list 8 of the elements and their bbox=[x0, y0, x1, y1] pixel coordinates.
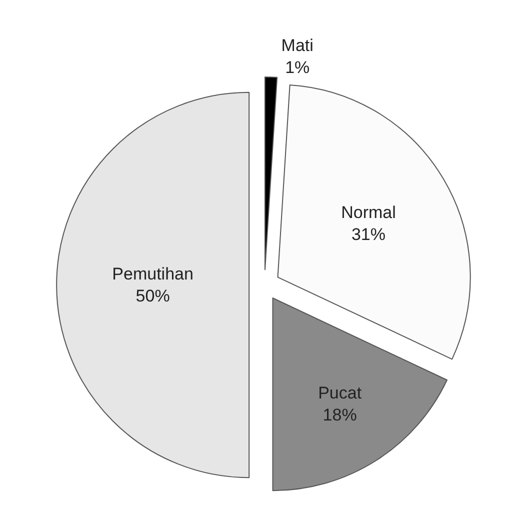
slice-label: Mati bbox=[281, 36, 314, 56]
data-label: 1% bbox=[285, 58, 310, 78]
slice-label: Pucat bbox=[318, 383, 362, 402]
data-label: 31% bbox=[351, 225, 386, 244]
data-label: 18% bbox=[322, 405, 357, 424]
data-label: 50% bbox=[136, 286, 170, 306]
slice-label: Normal bbox=[341, 202, 396, 222]
slice-label: Pemutihan bbox=[112, 264, 194, 284]
